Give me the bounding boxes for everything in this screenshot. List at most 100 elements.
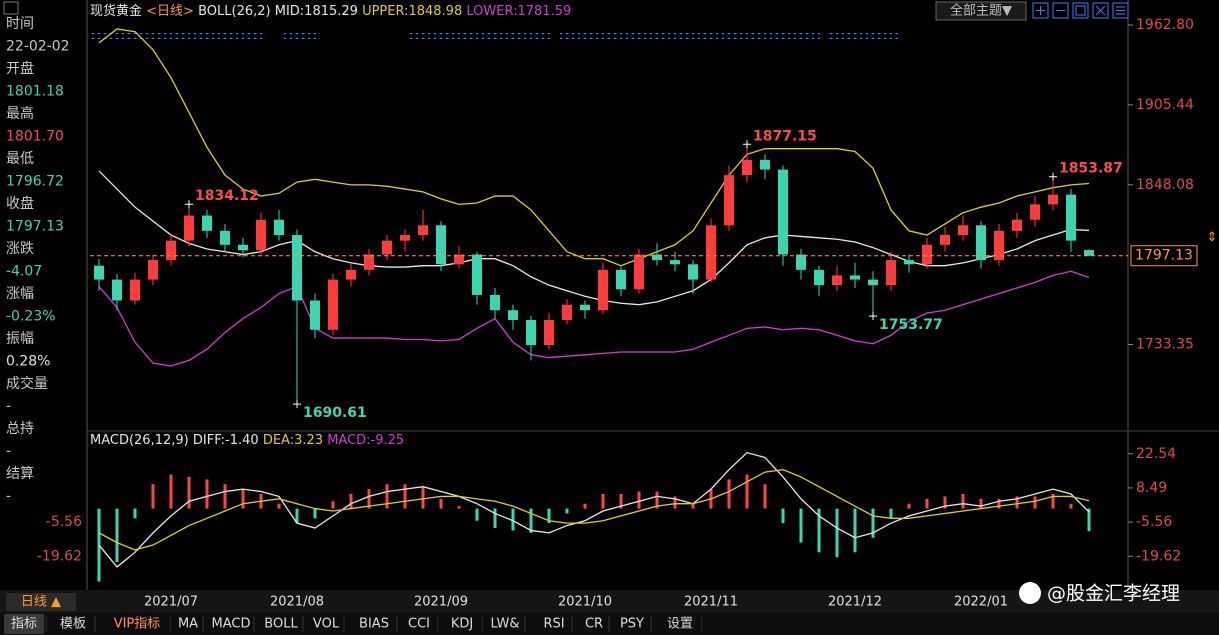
candle-body xyxy=(760,159,770,170)
macd-bar xyxy=(727,479,731,509)
signal-dots xyxy=(560,33,820,39)
candle-body xyxy=(1048,194,1058,205)
macd-bar xyxy=(223,484,227,509)
candle-body xyxy=(1084,250,1094,256)
info-text: -0.23% xyxy=(6,309,56,325)
y-tick-label: 1905.44 xyxy=(1136,97,1194,113)
macd-bar xyxy=(313,508,317,519)
candle-body xyxy=(832,275,842,286)
tab[interactable]: RSI xyxy=(543,617,564,632)
theme-button-text[interactable]: 全部主题▼ xyxy=(950,3,1012,19)
macd-bar xyxy=(133,508,137,519)
period-button[interactable] xyxy=(6,593,76,611)
macd-bar xyxy=(1033,496,1037,509)
tab[interactable]: CR xyxy=(585,617,603,632)
info-text: - xyxy=(6,399,11,415)
tab[interactable]: PSY xyxy=(620,617,644,632)
macd-bar xyxy=(565,508,569,514)
macd-bar xyxy=(1015,496,1019,509)
x-tick-label: 2021/10 xyxy=(558,595,612,610)
macd-bar xyxy=(943,496,947,509)
zoom-in-icon[interactable] xyxy=(1032,2,1049,19)
candle-body xyxy=(976,225,986,261)
tab[interactable]: VIP指标 xyxy=(114,617,161,632)
macd-bar xyxy=(691,503,695,509)
tab[interactable]: VOL xyxy=(313,617,340,632)
restore-icon[interactable] xyxy=(1072,2,1089,19)
tab[interactable]: CCI xyxy=(408,617,430,632)
candle-body xyxy=(886,260,896,286)
macd-bar xyxy=(655,491,659,509)
info-text: 涨跌 xyxy=(6,241,34,257)
macd-bar xyxy=(349,493,353,509)
info-text: 最低 xyxy=(6,151,34,167)
info-text: 涨幅 xyxy=(6,286,34,302)
tab[interactable]: 指标 xyxy=(11,617,37,632)
theme-button[interactable] xyxy=(935,1,1027,21)
close-icon[interactable] xyxy=(1092,2,1109,19)
y-tick-label: 1848.08 xyxy=(1136,177,1194,193)
info-text: 1801.18 xyxy=(6,84,64,100)
macd-bar xyxy=(619,493,623,509)
indicator-value: DIFF:-1.40 xyxy=(193,433,259,448)
high-label: 1877.15 xyxy=(753,128,817,144)
info-text: 收盘 xyxy=(6,195,34,212)
macd-bar xyxy=(457,506,461,509)
macd-bar xyxy=(601,493,605,509)
candle-body xyxy=(616,269,626,290)
tab[interactable]: MA xyxy=(178,617,198,632)
macd-bar xyxy=(1087,508,1091,532)
candle-body xyxy=(1030,204,1040,220)
boll-line xyxy=(98,28,1090,267)
tab[interactable]: 设置 xyxy=(667,617,693,632)
indicator-value: LOWER:1781.59 xyxy=(466,4,571,19)
tab[interactable]: MACD xyxy=(212,617,251,632)
tab[interactable]: KDJ xyxy=(451,617,473,632)
candle-body xyxy=(184,215,194,241)
candle-body xyxy=(454,254,464,265)
candle-body xyxy=(292,235,302,301)
candle-body xyxy=(400,235,410,241)
macd-bar xyxy=(403,484,407,509)
refresh-icon[interactable] xyxy=(3,1,19,15)
signal-dots xyxy=(410,33,550,39)
macd-bar xyxy=(115,508,119,563)
tab[interactable]: BIAS xyxy=(359,617,389,632)
low-label: 1753.77 xyxy=(879,317,943,333)
info-text: 22-02-02 xyxy=(6,39,70,55)
info-text: 最高 xyxy=(6,105,34,122)
y-tick-label: 22.54 xyxy=(1136,446,1176,462)
x-tick-label: 2021/08 xyxy=(270,595,324,610)
macd-bar xyxy=(979,498,983,509)
indicator-header: MACD(26,12,9) DIFF:-1.40 DEA:3.23 MACD:-… xyxy=(90,433,404,448)
period-button-text[interactable]: 日线 ▲ xyxy=(21,595,61,610)
candle-body xyxy=(490,294,500,311)
tab[interactable]: LW& xyxy=(490,617,519,632)
info-text: 1801.70 xyxy=(6,129,64,145)
date-axis-bar xyxy=(0,590,1219,613)
candle-body xyxy=(202,215,212,231)
macd-bar xyxy=(439,498,443,509)
tab[interactable]: BOLL xyxy=(264,617,298,632)
last-price-label: 1797.13 xyxy=(1135,248,1193,264)
info-text: 振幅 xyxy=(6,331,34,347)
header-text: 现货黄金 xyxy=(90,3,142,19)
zoom-out-icon[interactable] xyxy=(1052,2,1069,19)
candle-body xyxy=(940,235,950,245)
candle-body xyxy=(382,240,392,255)
x-tick-label: 2021/07 xyxy=(144,595,198,610)
indicator-header: 现货黄金 <日线> BOLL(26,2) MID:1815.29 UPPER:1… xyxy=(90,3,571,19)
macd-bar xyxy=(583,503,587,509)
menu-icon[interactable] xyxy=(1112,2,1129,19)
candle-body xyxy=(598,269,608,311)
info-text: - xyxy=(6,444,11,460)
extreme-marker xyxy=(869,312,877,321)
tab[interactable]: 模板 xyxy=(60,617,86,632)
y-tick-label: -5.56 xyxy=(1136,514,1172,530)
macd-bar xyxy=(1069,503,1073,509)
macd-bar xyxy=(871,508,875,538)
macd-bar xyxy=(511,508,515,531)
macd-bar xyxy=(241,489,245,509)
candle-body xyxy=(670,260,680,265)
info-text: 1796.72 xyxy=(6,174,64,190)
